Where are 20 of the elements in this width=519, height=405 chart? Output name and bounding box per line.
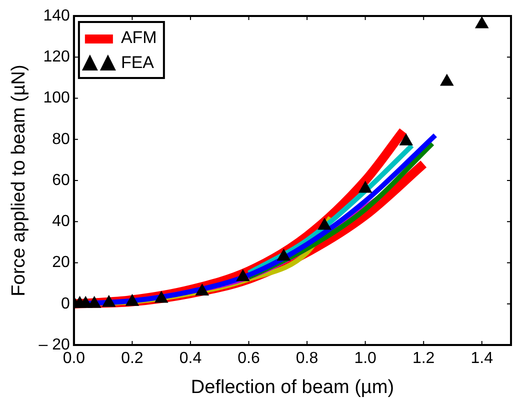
- x-tick-label: 0.8: [296, 350, 318, 368]
- y-tick-label: 0: [61, 295, 70, 312]
- x-tick-label: 1.4: [470, 350, 494, 368]
- y-tick-label: 60: [52, 172, 70, 189]
- x-tick-label: 1.2: [412, 350, 435, 368]
- y-tick-label: 80: [52, 130, 70, 148]
- y-tick-label: 120: [43, 48, 70, 66]
- y-axis-title: Force applied to beam (µN): [8, 64, 30, 296]
- y-tick-label: 140: [43, 7, 70, 24]
- x-tick-label: 1.0: [354, 350, 377, 368]
- legend-label: AFM: [120, 28, 157, 48]
- x-tick-label: 0.4: [179, 350, 202, 368]
- x-axis-title: Deflection of beam (µm): [190, 376, 394, 398]
- y-tick-label: 20: [52, 254, 70, 272]
- y-tick-label: 40: [52, 213, 70, 230]
- x-tick-label: 0.2: [121, 350, 144, 368]
- x-tick-label: 0.6: [238, 350, 260, 368]
- legend-label: FEA: [120, 53, 155, 72]
- y-tick-label: 100: [43, 90, 70, 107]
- x-tick-label: 0.0: [62, 350, 86, 368]
